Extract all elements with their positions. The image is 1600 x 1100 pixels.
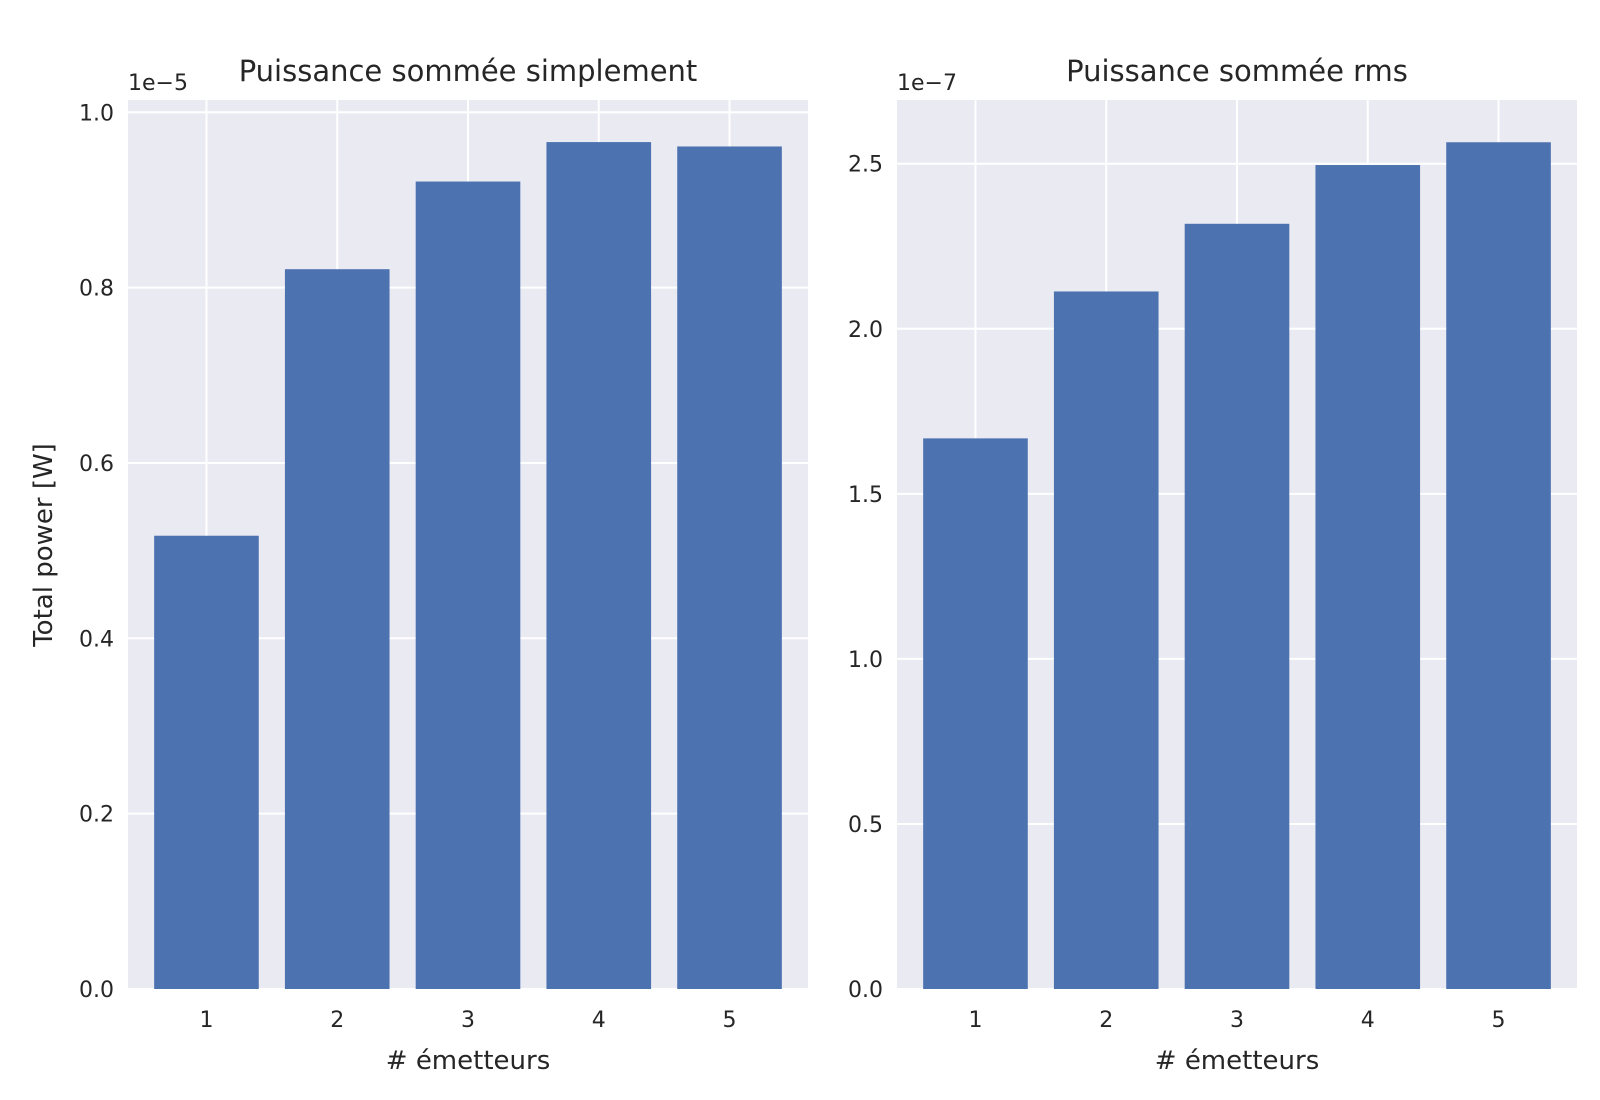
y-tick-label: 0.8 xyxy=(79,277,114,302)
y-tick-label: 0.2 xyxy=(79,803,114,828)
bar-1 xyxy=(154,535,259,989)
x-ticks-2: 1 2 3 4 5 xyxy=(968,1008,1505,1033)
y-tick-label: 0.6 xyxy=(79,452,114,477)
x-tick-label: 1 xyxy=(199,1008,213,1033)
y-ticks-1: 0.0 0.2 0.4 0.6 0.8 1.0 xyxy=(79,101,114,1003)
bar-4 xyxy=(546,142,652,990)
bar-2 xyxy=(1053,291,1159,989)
y-tick-label: 2.5 xyxy=(848,153,883,178)
x-tick-label: 5 xyxy=(723,1008,737,1033)
y-axis-label-1: Total power [W] xyxy=(29,443,59,648)
bar-5 xyxy=(677,146,782,989)
x-tick-label: 1 xyxy=(968,1008,982,1033)
bar-2 xyxy=(284,269,390,989)
y-ticks-2: 0.0 0.5 1.0 1.5 2.0 2.5 xyxy=(848,153,883,1003)
x-tick-label: 4 xyxy=(1361,1008,1375,1033)
chart-title-2: Puissance sommée rms xyxy=(1066,54,1408,88)
bar-3 xyxy=(1184,223,1290,990)
bar-3 xyxy=(415,181,521,989)
y-tick-label: 2.0 xyxy=(848,318,883,343)
chart-panel-2: 0.0 0.5 1.0 1.5 2.0 2.5 1 2 3 4 5 Puissance sommé… xyxy=(848,54,1577,1076)
x-ticks-1: 1 2 3 4 5 xyxy=(199,1008,736,1033)
x-tick-label: 4 xyxy=(592,1008,606,1033)
y-tick-label: 0.0 xyxy=(79,978,114,1003)
y-tick-label: 1.0 xyxy=(848,648,883,673)
y-tick-label: 0.4 xyxy=(79,627,114,652)
y-tick-label: 1.0 xyxy=(79,101,114,126)
y-tick-label: 1.5 xyxy=(848,483,883,508)
chart-title-1: Puissance sommée simplement xyxy=(239,54,698,88)
x-tick-label: 2 xyxy=(330,1008,344,1033)
x-tick-label: 3 xyxy=(461,1008,475,1033)
x-tick-label: 2 xyxy=(1099,1008,1113,1033)
bar-4 xyxy=(1315,165,1421,989)
bar-1 xyxy=(923,438,1028,989)
x-axis-label-1: # émetteurs xyxy=(386,1046,550,1076)
x-tick-label: 5 xyxy=(1492,1008,1506,1033)
chart-panel-1: 0.0 0.2 0.4 0.6 0.8 1.0 1 2 3 4 5 Puissance sommé… xyxy=(29,54,808,1076)
bars-1 xyxy=(154,142,782,990)
bar-5 xyxy=(1446,142,1551,989)
x-axis-label-2: # émetteurs xyxy=(1155,1046,1319,1076)
x-tick-label: 3 xyxy=(1230,1008,1244,1033)
bars-2 xyxy=(923,142,1551,990)
y-offset-label-2: 1e−7 xyxy=(897,71,957,96)
y-offset-label-1: 1e−5 xyxy=(128,71,188,96)
y-tick-label: 0.5 xyxy=(848,813,883,838)
y-tick-label: 0.0 xyxy=(848,978,883,1003)
